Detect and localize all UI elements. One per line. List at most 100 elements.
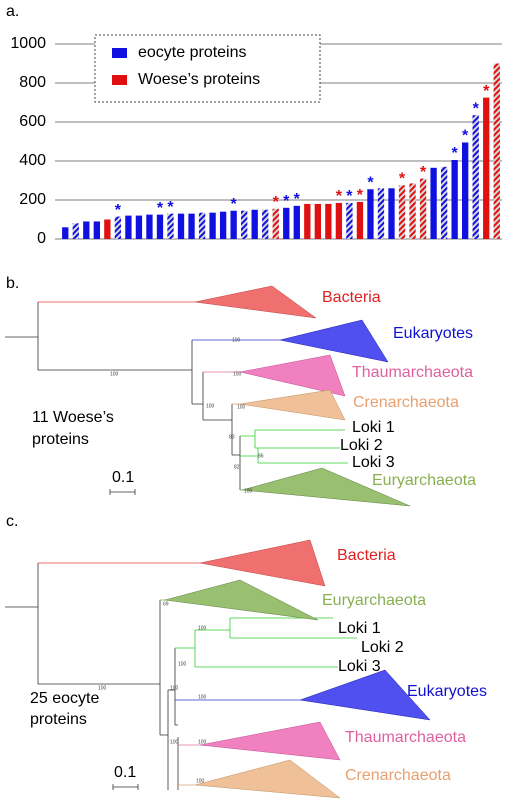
support: 100 [232,337,241,343]
bar [388,188,395,239]
bar [451,160,458,239]
support: 100 [233,371,242,377]
bar [93,221,100,239]
bar [135,215,143,239]
support: 100 [170,739,179,745]
bar [262,209,269,239]
bar-annotation: * [294,191,301,208]
clade-label: Bacteria [337,547,396,564]
bar [346,202,353,239]
bar [251,209,258,239]
bar-annotation: * [357,187,364,204]
support: 100 [178,661,187,667]
legend-box [94,34,321,103]
bar-annotation: * [399,171,406,188]
y-tick-label: 0 [37,230,46,247]
legend-label: Woese’s proteins [138,71,260,88]
clade-label: Euryarchaeota [372,472,476,489]
bar [241,210,248,239]
bar [483,97,490,239]
bar [293,205,300,239]
clade-label: Loki 2 [340,437,383,454]
panel-label: c. [6,513,18,530]
clade-label: Crenarchaeota [345,767,451,784]
bar [272,208,279,239]
bar [367,189,374,239]
bar [430,167,437,239]
bar-annotation: * [336,188,343,205]
bar [304,203,311,239]
support: 100 [237,404,246,410]
bar [209,212,216,239]
panel-label: a. [6,3,19,20]
clade-label: Loki 3 [352,454,395,471]
bar [219,211,227,239]
bar [472,115,479,239]
support: 100 [244,488,253,494]
bar-annotation: * [452,145,459,162]
tree-c: c. Bacteria Euryarchaeota Loki 1 Loki 2 … [5,513,487,799]
bar [283,207,290,239]
support: 82 [234,464,240,470]
legend-swatch [112,75,127,85]
support: 83 [229,434,235,440]
bar [398,185,406,239]
bar [377,188,385,239]
bar [83,221,90,239]
clade-label: Loki 3 [338,658,381,675]
bar-annotation: * [473,100,480,117]
bar-annotation: * [273,194,280,211]
bar [325,203,332,239]
bar-annotation: * [346,188,353,205]
bar [62,227,69,239]
support: 100 [198,739,207,745]
bar-annotation: * [420,164,427,181]
panel-label: b. [6,275,19,292]
bar-annotation: * [167,199,174,216]
caption: proteins [30,711,87,728]
bar [493,63,500,239]
bar [125,215,132,239]
caption: 25 eocyte [30,690,99,707]
caption: 11 Woese’s [32,409,114,426]
bar [146,214,153,239]
support: 86 [258,453,264,459]
support: 100 [196,778,205,784]
bar [177,213,185,239]
bar [188,213,195,239]
scale-label: 0.1 [114,764,136,781]
clade-label: Loki 2 [361,639,404,656]
clade-label: Loki 1 [338,620,381,637]
bar-annotation: * [462,128,469,145]
bar [198,212,206,239]
clade-label: Crenarchaeota [353,394,459,411]
legend-swatch [112,48,127,58]
y-tick-label: 1000 [10,35,46,52]
bar-annotation: * [367,174,374,191]
caption: proteins [32,431,89,448]
y-tick-label: 600 [19,113,46,130]
scale-label: 0.1 [112,469,134,486]
bar [104,219,111,239]
tree-b: b. Bacteria Eukaryotes Thaumarchaeota Cr… [5,275,476,507]
bar-annotation: * [483,83,490,100]
clade-label: Thaumarchaeota [352,364,473,381]
support: 100 [198,625,207,631]
bar [356,201,364,239]
support: 69 [163,601,169,607]
clade-label: Thaumarchaeota [345,729,466,746]
bar [72,223,79,239]
y-tick-label: 800 [19,74,46,91]
bar [462,142,469,239]
support: 100 [170,685,179,691]
bar [335,202,343,239]
bar [409,183,416,239]
bar [167,213,174,239]
clade-label: Loki 1 [352,419,395,436]
bar [419,178,427,239]
support: 100 [198,694,207,700]
clade-label: Bacteria [322,289,381,306]
bar [230,210,237,239]
clade-label: Eukaryotes [407,683,487,700]
